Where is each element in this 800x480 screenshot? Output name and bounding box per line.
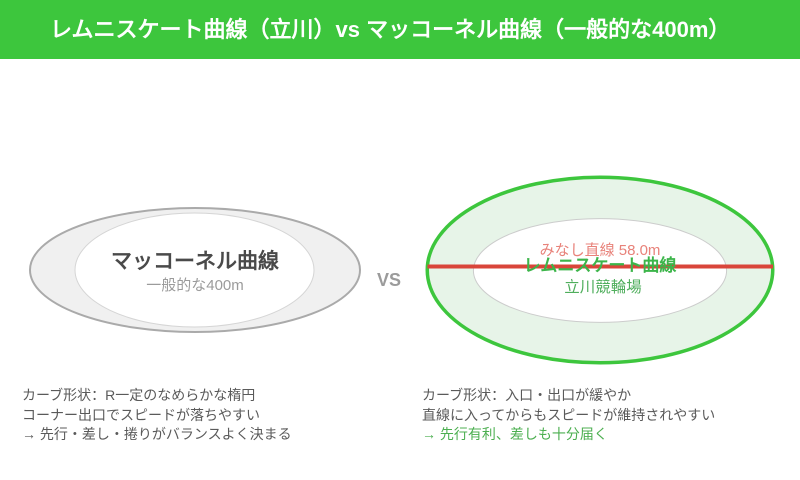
svg-text:マッコーネル曲線: マッコーネル曲線 (111, 249, 279, 273)
svg-text:立川競輪場: 立川競輪場 (564, 278, 642, 296)
svg-text:一般的な400m: 一般的な400m (146, 277, 244, 294)
svg-text:vs: vs (377, 262, 401, 292)
svg-text:レムニスケート曲線: レムニスケート曲線 (524, 255, 677, 275)
